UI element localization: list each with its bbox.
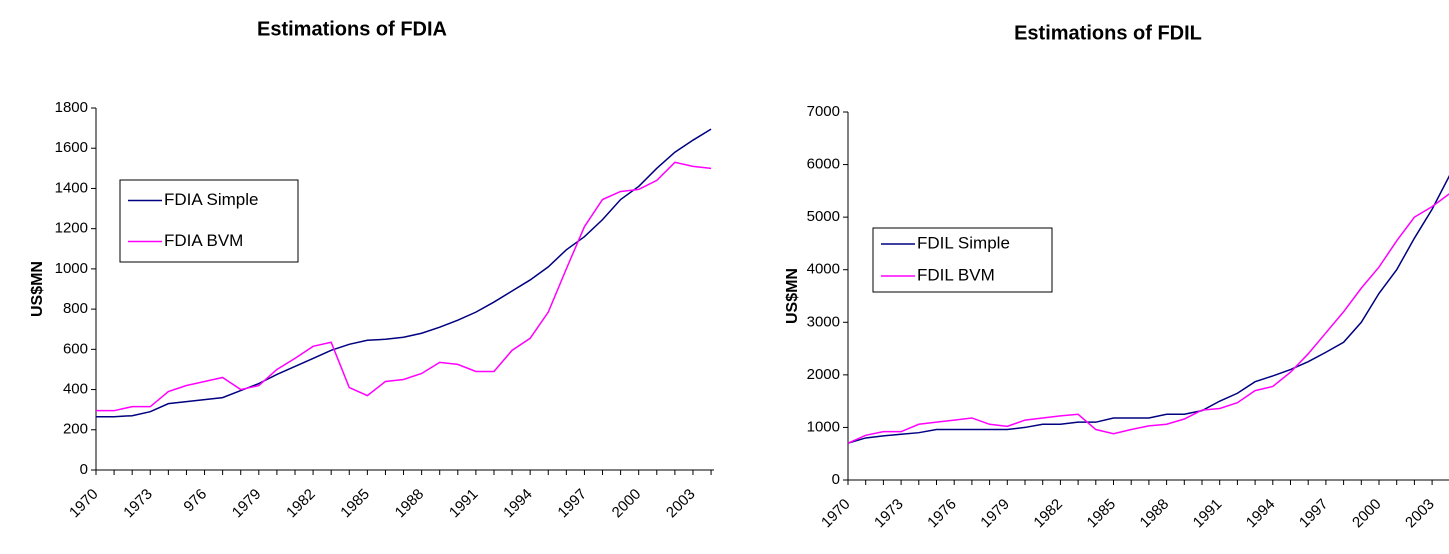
y-axis-title: US$MN	[784, 268, 801, 324]
x-tick-label: 1997	[554, 486, 590, 522]
y-tick-label: 1800	[55, 99, 88, 116]
y-tick-label: 400	[63, 381, 88, 398]
y-tick-label: 800	[63, 300, 88, 317]
x-tick-label: 1982	[283, 486, 319, 522]
legend-label: FDIL Simple	[917, 233, 1010, 252]
x-tick-label: 1976	[924, 496, 960, 532]
legend-label: FDIL BVM	[917, 265, 995, 284]
x-tick-label: 1991	[446, 486, 482, 522]
y-tick-label: 0	[80, 461, 88, 478]
x-tick-label: 1970	[66, 486, 102, 522]
y-tick-label: 0	[832, 471, 840, 488]
y-tick-label: 4000	[807, 261, 840, 278]
legend-label: FDIA Simple	[164, 190, 258, 209]
series-line	[847, 174, 1449, 444]
x-tick-label: 1991	[1190, 496, 1226, 532]
x-tick-label: 1973	[871, 496, 907, 532]
series-line	[96, 161, 712, 412]
x-tick-label: 1997	[1296, 496, 1332, 532]
legend-box	[872, 227, 1053, 293]
x-tick-label: 1970	[818, 496, 854, 532]
y-tick-label: 5000	[807, 208, 840, 225]
x-tick-label: 1994	[500, 486, 536, 522]
x-tick-label: 2003	[1402, 496, 1438, 532]
y-tick-label: 1400	[55, 179, 88, 196]
y-tick-label: 200	[63, 421, 88, 438]
y-tick-label: 3000	[807, 313, 840, 330]
x-tick-label: 1985	[1084, 496, 1120, 532]
x-tick-label: 1985	[337, 486, 373, 522]
x-tick-label: 1988	[1137, 496, 1173, 532]
y-tick-label: 600	[63, 340, 88, 357]
y-tick-label: 1000	[807, 418, 840, 435]
x-tick-label: 2003	[663, 486, 699, 522]
y-tick-label: 1600	[55, 139, 88, 156]
y-tick-label: 1200	[55, 220, 88, 237]
x-tick-label: 1994	[1243, 496, 1279, 532]
x-tick-label: 976	[180, 486, 210, 516]
x-tick-label: 1988	[392, 486, 428, 522]
series-line	[847, 193, 1449, 444]
y-axis-title: US$MN	[29, 261, 46, 317]
y-tick-label: 7000	[807, 103, 840, 120]
chart-title: Estimations of FDIL	[1014, 22, 1202, 44]
x-tick-label: 1979	[977, 496, 1013, 532]
y-tick-label: 6000	[807, 156, 840, 173]
x-tick-label: 1982	[1030, 496, 1066, 532]
legend-label: FDIA BVM	[164, 231, 243, 250]
x-tick-label: 1973	[120, 486, 156, 522]
legend-box	[119, 179, 299, 263]
x-tick-label: 1979	[229, 486, 265, 522]
series-line	[96, 128, 712, 418]
y-tick-label: 2000	[807, 366, 840, 383]
x-tick-label: 2000	[609, 486, 645, 522]
x-tick-label: 2000	[1349, 496, 1385, 532]
chart-title: Estimations of FDIA	[257, 18, 447, 40]
y-tick-label: 1000	[55, 260, 88, 277]
